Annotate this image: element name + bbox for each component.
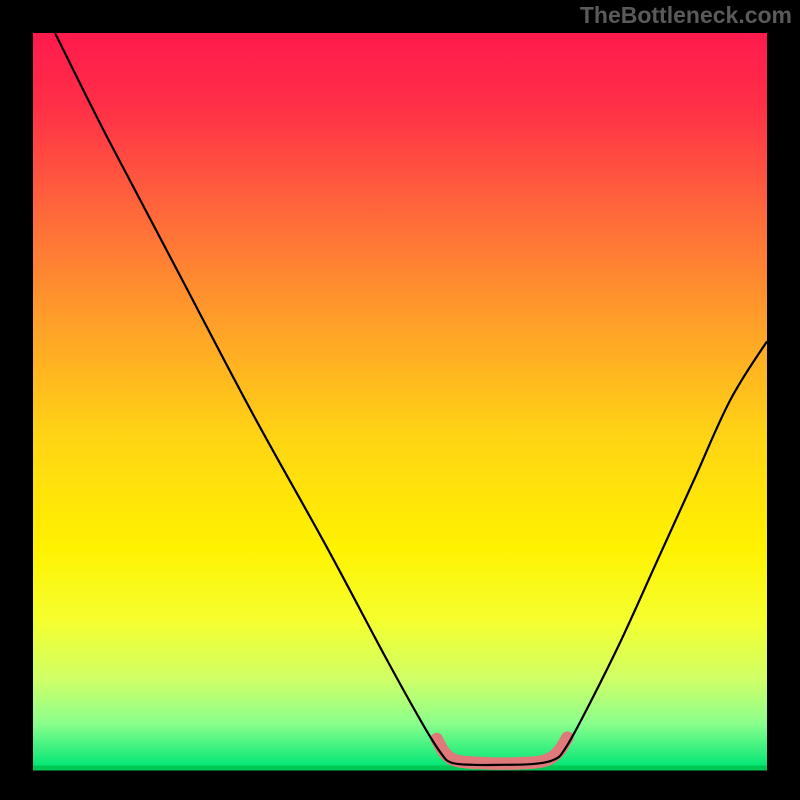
chart-svg	[0, 0, 800, 800]
watermark-text: TheBottleneck.com	[580, 2, 792, 29]
bottleneck-chart	[0, 0, 800, 800]
plot-background	[33, 33, 767, 767]
